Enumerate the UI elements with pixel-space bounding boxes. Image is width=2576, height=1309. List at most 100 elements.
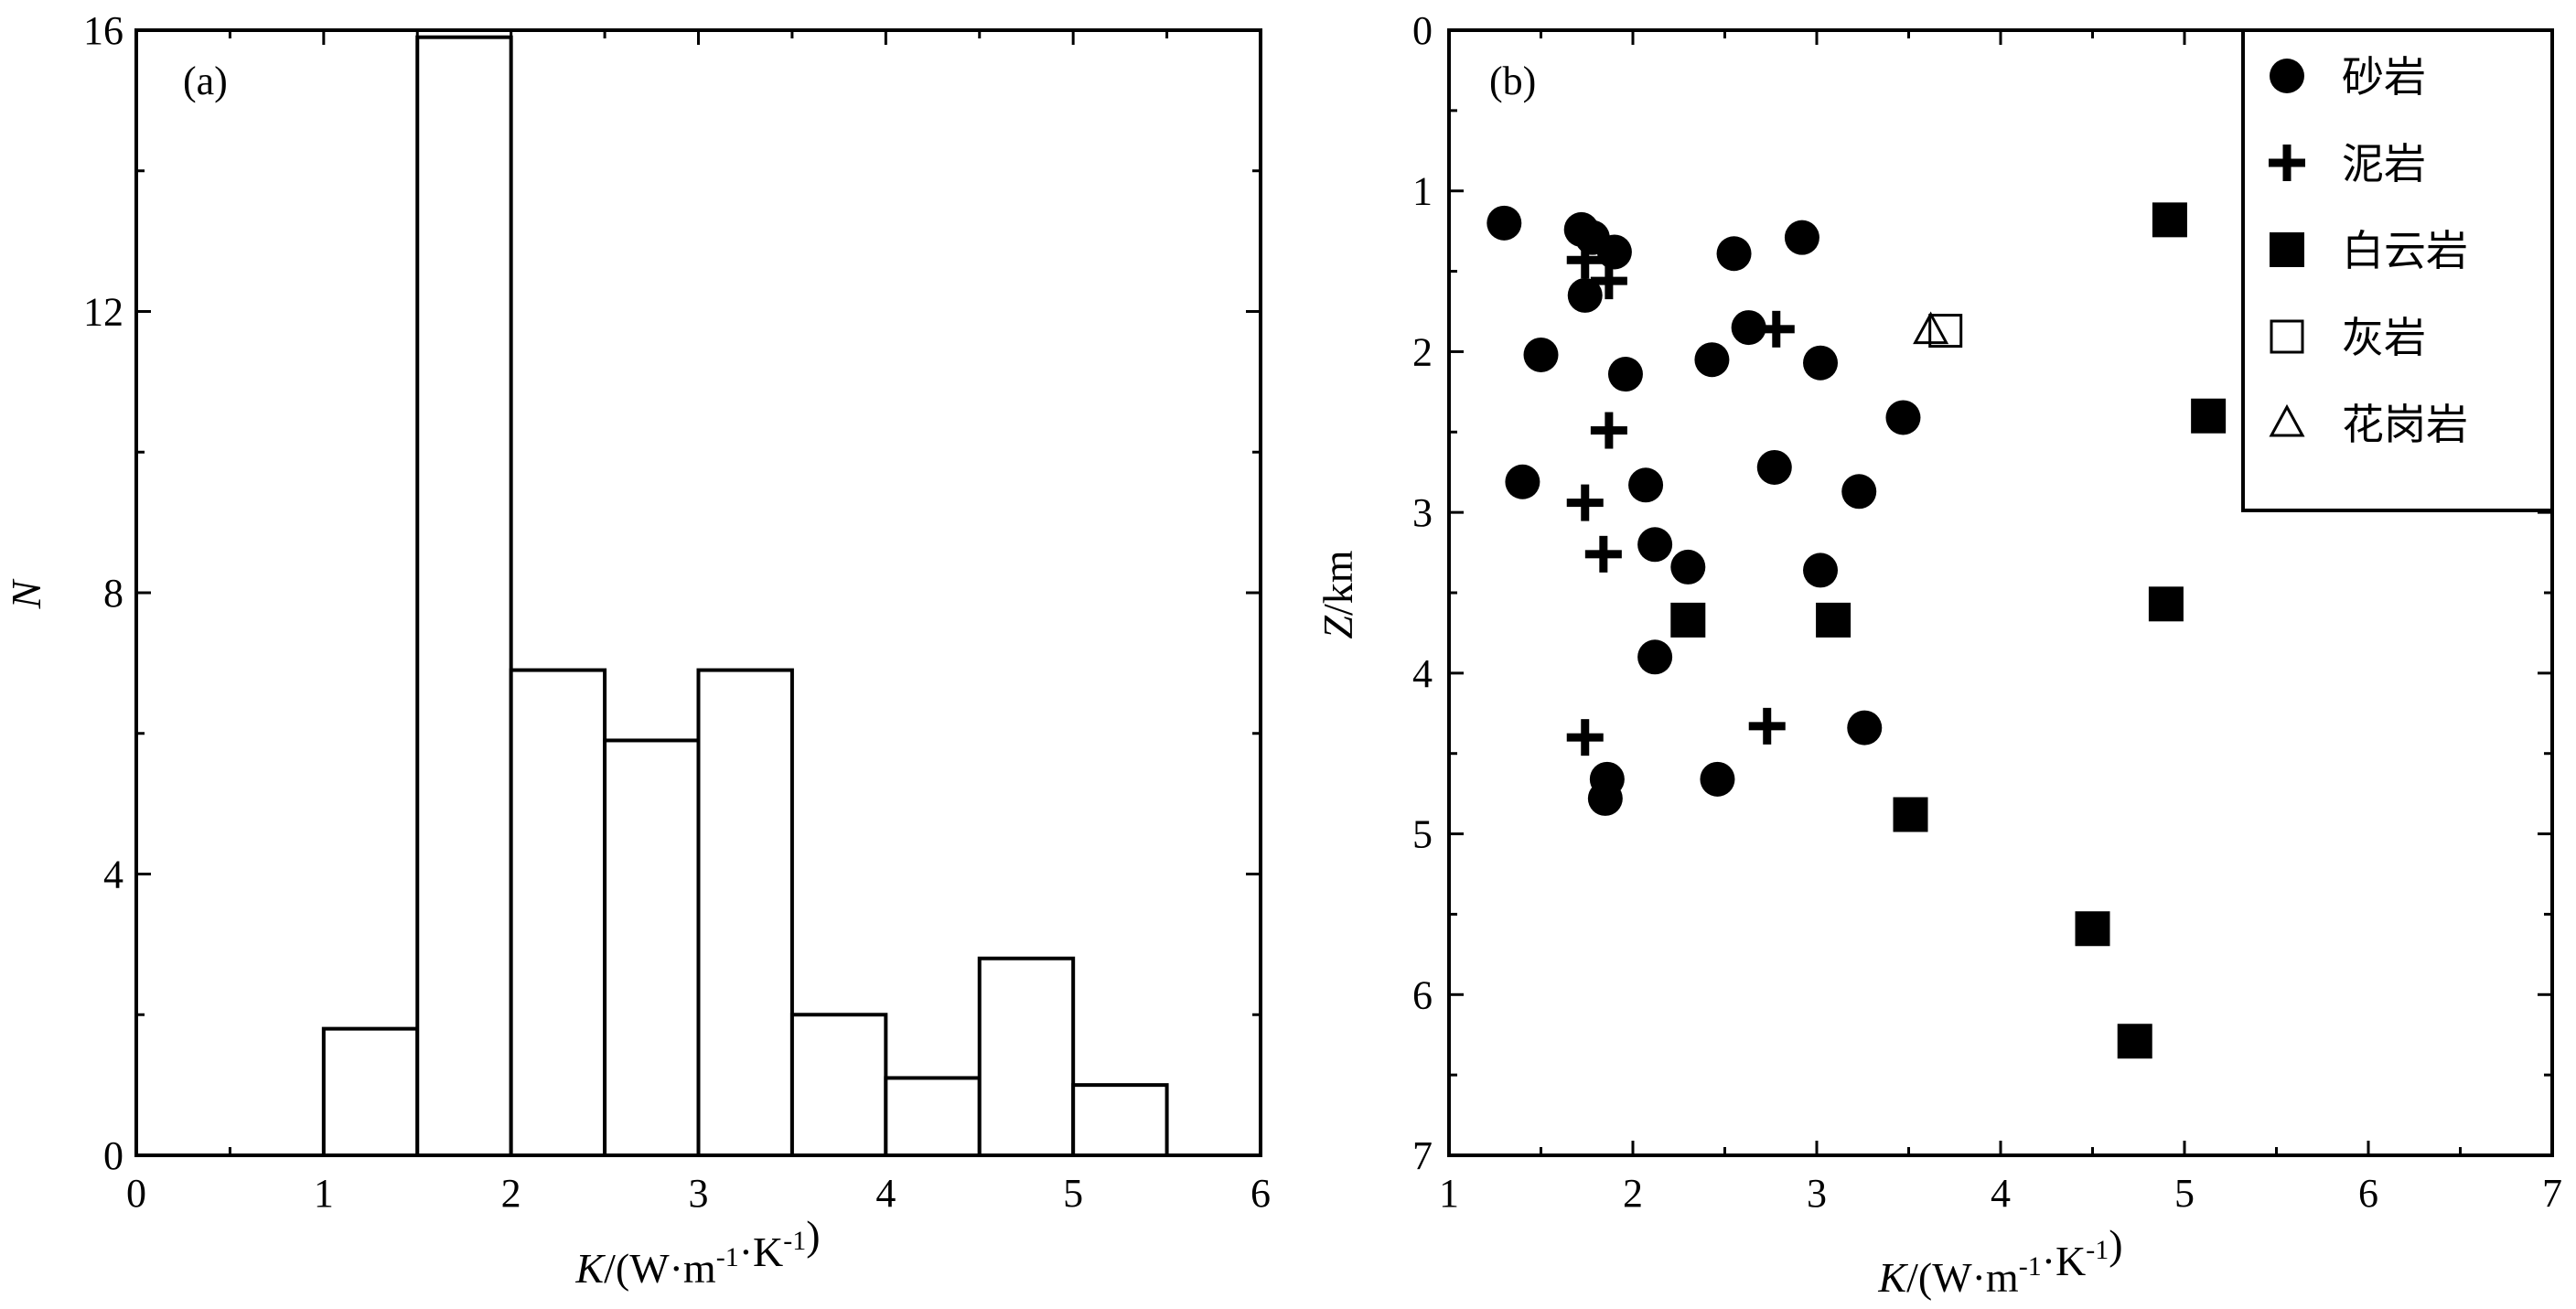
panel-a-x-ticks: 0 1 2 3 4 5 6 — [126, 30, 1271, 1216]
data-point-square — [2075, 911, 2110, 947]
panel-a-x-axis-label-unit: /(W·m-1·K-1) — [604, 1212, 821, 1292]
panel-a-y-axis-label: N — [3, 578, 49, 609]
scatter-points — [1487, 202, 2227, 1059]
data-point-plus — [1590, 412, 1627, 449]
x-tick-label: 3 — [1807, 1171, 1827, 1216]
panel-b-x-axis-label-unit: /(W·m-1·K-1) — [1906, 1221, 2123, 1301]
y-tick-label: 3 — [1412, 490, 1433, 535]
data-point-plus — [1566, 719, 1604, 756]
data-point-circle — [1841, 474, 1877, 510]
panel-b-x-axis-label: K/(W·m-1·K-1) — [1877, 1221, 2122, 1301]
data-point-circle — [1607, 357, 1643, 392]
legend-label: 砂岩 — [2342, 52, 2426, 102]
data-point-circle — [1803, 345, 1839, 381]
legend-label: 花岗岩 — [2342, 400, 2468, 449]
panel-b-x-axis-label-var: K — [1877, 1254, 1908, 1301]
data-point-open-triangle — [1913, 311, 1949, 345]
data-point-circle — [1487, 205, 1522, 241]
x-tick-label: 6 — [2358, 1171, 2378, 1216]
histogram-bar — [884, 1076, 982, 1157]
y-tick-label: 5 — [1412, 812, 1433, 857]
y-tick-label: 8 — [103, 571, 123, 616]
y-tick-label: 1 — [1412, 169, 1433, 214]
panel-b-y-axis-label-var: Z — [1315, 616, 1361, 639]
panel-b-x-ticks: 1 2 3 4 5 6 7 — [1439, 30, 2562, 1216]
panel-a-label: (a) — [183, 59, 228, 103]
legend-label: 白云岩 — [2342, 226, 2468, 275]
x-tick-label: 5 — [2174, 1171, 2195, 1216]
y-tick-label: 0 — [103, 1133, 123, 1178]
panel-b-y-axis-label-unit: /km — [1315, 550, 1361, 616]
panel-b-y-axis-label: Z/km — [1315, 550, 1361, 638]
y-tick-label: 7 — [1412, 1133, 1433, 1178]
data-point-circle — [1523, 337, 1559, 372]
data-point-circle — [1885, 400, 1921, 435]
data-point-circle — [1567, 277, 1603, 313]
x-tick-label: 0 — [126, 1171, 146, 1216]
legend-marker-circle — [2270, 59, 2304, 93]
histogram-bar — [789, 1013, 888, 1157]
data-point-circle — [1670, 549, 1706, 585]
legend-marker-plus — [2269, 145, 2305, 181]
y-tick-label: 4 — [1412, 651, 1433, 696]
data-point-circle — [1784, 220, 1819, 255]
panel-b-label: (b) — [1489, 59, 1536, 103]
histogram-bar — [603, 738, 701, 1157]
data-point-circle — [1596, 234, 1632, 270]
data-point-plus — [1757, 310, 1795, 348]
data-point-plus — [1748, 707, 1786, 745]
histogram-bar — [509, 668, 607, 1157]
data-point-circle — [1847, 710, 1883, 746]
data-point-circle — [1803, 553, 1839, 588]
data-point-circle — [1637, 639, 1673, 675]
y-tick-label: 6 — [1412, 972, 1433, 1017]
x-tick-label: 2 — [501, 1171, 521, 1216]
legend-label: 灰岩 — [2342, 313, 2426, 362]
data-point-square — [1893, 797, 1928, 832]
data-point-square — [1670, 602, 1706, 638]
panel-a-x-axis-label-var: K — [574, 1245, 606, 1292]
legend-marker-open-triangle — [2269, 403, 2305, 437]
x-tick-label: 2 — [1623, 1171, 1643, 1216]
data-point-circle — [1637, 527, 1673, 563]
data-point-circle — [1716, 236, 1752, 272]
x-tick-label: 7 — [2542, 1171, 2562, 1216]
panel-a-x-axis-label: K/(W·m-1·K-1) — [574, 1212, 820, 1292]
x-tick-label: 6 — [1250, 1171, 1271, 1216]
data-point-circle — [1505, 464, 1540, 499]
y-tick-label: 0 — [1412, 8, 1433, 53]
data-point-plus — [1590, 263, 1627, 300]
data-point-circle — [1628, 467, 1664, 503]
x-tick-label: 4 — [875, 1171, 896, 1216]
legend-label: 泥岩 — [2342, 139, 2426, 188]
y-tick-label: 12 — [83, 290, 123, 335]
histogram-bar — [321, 1026, 420, 1157]
data-point-square — [2191, 398, 2227, 434]
y-tick-label: 2 — [1412, 329, 1433, 374]
legend-marker-square — [2270, 232, 2304, 267]
data-point-circle — [1700, 761, 1735, 797]
histogram-bar — [696, 668, 794, 1157]
data-point-plus — [1584, 535, 1622, 573]
x-tick-label: 1 — [1439, 1171, 1459, 1216]
x-tick-label: 3 — [689, 1171, 709, 1216]
histogram-bar — [1071, 1083, 1169, 1157]
data-point-plus — [1566, 484, 1604, 521]
data-point-square — [1816, 602, 1852, 638]
y-tick-label: 4 — [103, 853, 123, 897]
x-tick-label: 1 — [314, 1171, 334, 1216]
data-point-circle — [1694, 342, 1730, 378]
y-tick-label: 16 — [83, 8, 123, 53]
x-tick-label: 4 — [1991, 1171, 2011, 1216]
data-point-circle — [1731, 310, 1766, 346]
data-point-plus — [1566, 241, 1604, 279]
legend-marker-open-square — [2270, 319, 2304, 354]
data-point-circle — [1587, 780, 1623, 816]
panel-a-y-ticks: 0 4 8 12 16 — [83, 8, 1261, 1178]
x-tick-label: 5 — [1063, 1171, 1083, 1216]
histogram-bars — [321, 35, 1169, 1157]
